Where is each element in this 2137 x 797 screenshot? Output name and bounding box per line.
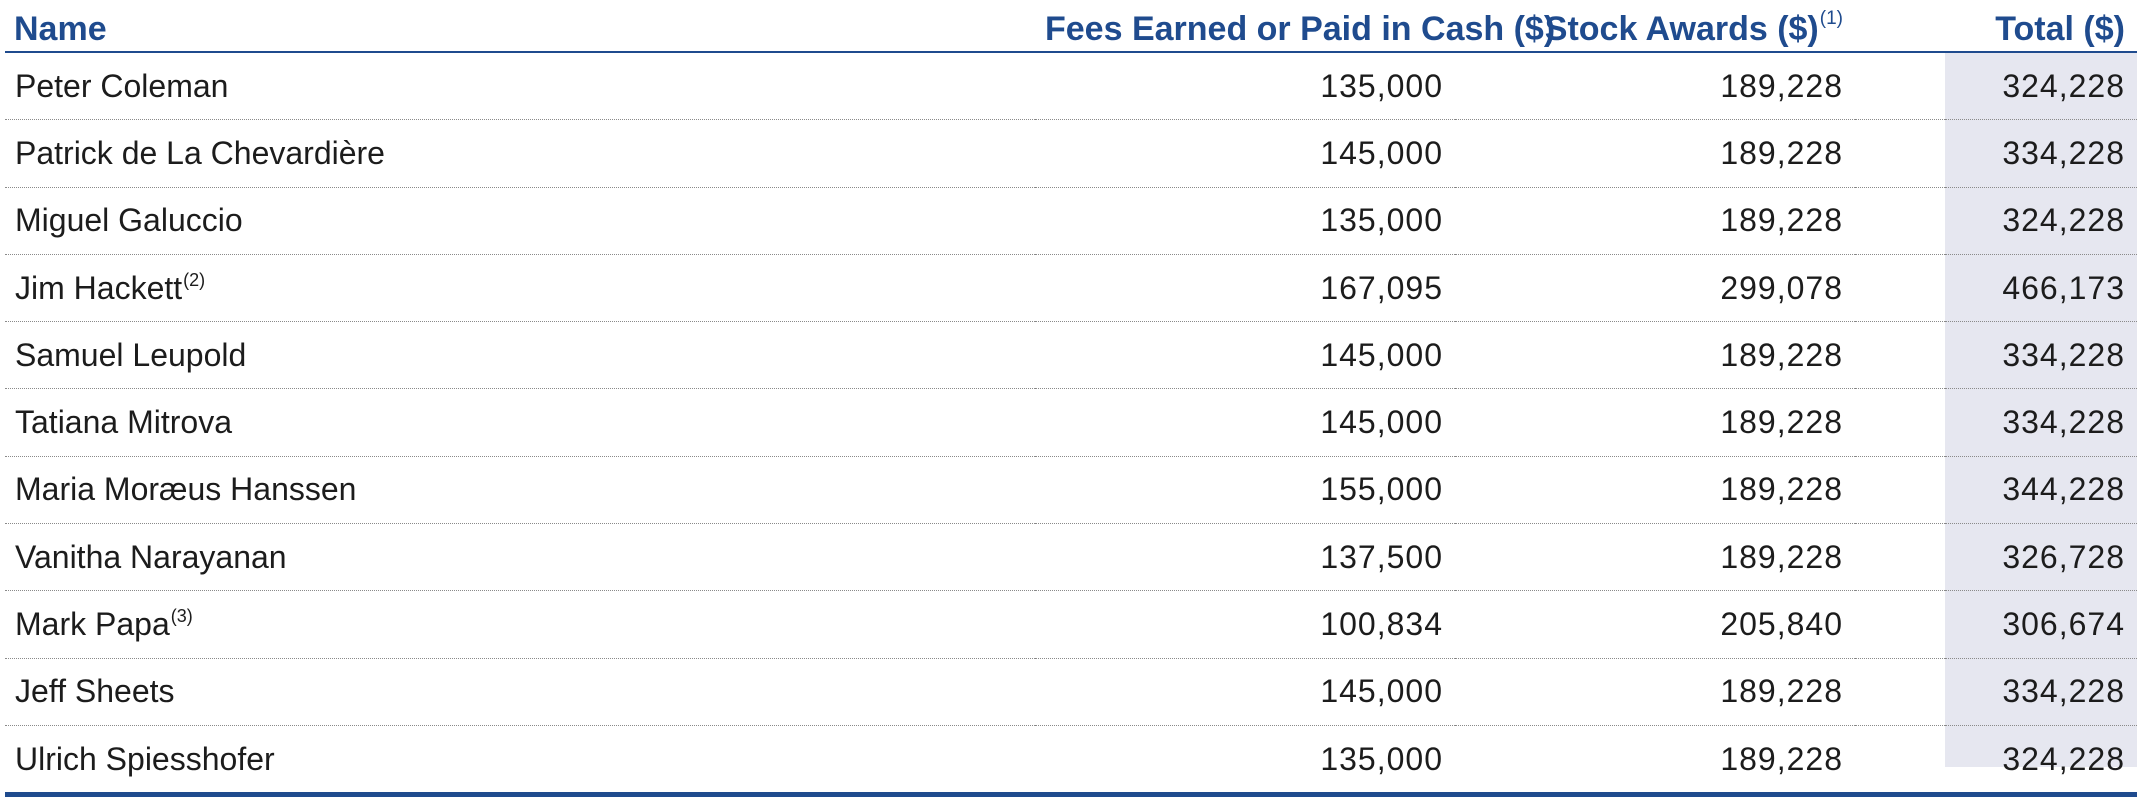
- stock-awards-cell: 189,228: [1455, 187, 1855, 255]
- header-fees-label: Fees Earned or Paid in Cash ($): [1045, 10, 1556, 48]
- director-name: Peter Coleman: [15, 67, 229, 104]
- total-cell: 334,228: [1945, 658, 2137, 726]
- gap-cell: [1855, 321, 1945, 390]
- total-cell: 334,228: [1945, 119, 2137, 188]
- director-name-cell: Tatiana Mitrova: [5, 388, 1035, 457]
- director-name: Mark Papa: [15, 606, 170, 643]
- header-stock-label: Stock Awards ($): [1544, 10, 1819, 48]
- stock-awards-cell: 189,228: [1455, 388, 1855, 457]
- stock-awards-cell: 205,840: [1455, 590, 1855, 659]
- header-total: Total ($): [1945, 0, 2137, 53]
- director-name-cell: Jeff Sheets: [5, 658, 1035, 726]
- table-row: Samuel Leupold 145,000 189,228 334,228: [5, 321, 2137, 390]
- header-fees: Fees Earned or Paid in Cash ($): [1035, 0, 1555, 53]
- stock-awards-cell: 189,228: [1455, 725, 1855, 797]
- director-name: Ulrich Spiesshofer: [15, 740, 275, 777]
- fees-cell: 137,500: [1035, 523, 1455, 592]
- fees-cell: 135,000: [1035, 187, 1455, 255]
- director-name: Samuel Leupold: [15, 336, 247, 373]
- director-name-cell: Miguel Galuccio: [5, 187, 1035, 255]
- total-cell: 324,228: [1945, 52, 2137, 121]
- total-cell: 344,228: [1945, 456, 2137, 525]
- gap-cell: [1855, 388, 1945, 457]
- gap-cell: [1855, 523, 1945, 592]
- table-row: Miguel Galuccio 135,000 189,228 324,228: [5, 187, 2137, 255]
- total-cell: 324,228: [1945, 725, 2137, 797]
- gap-cell: [1855, 254, 1945, 323]
- fees-cell: 145,000: [1035, 658, 1455, 726]
- fees-cell: 167,095: [1035, 254, 1455, 323]
- stock-awards-cell: 189,228: [1455, 523, 1855, 592]
- gap-cell: [1855, 725, 1945, 797]
- director-name-cell: Ulrich Spiesshofer: [5, 725, 1035, 797]
- table-row: Jim Hackett(2) 167,095 299,078 466,173: [5, 254, 2137, 323]
- director-name: Vanitha Narayanan: [15, 538, 287, 575]
- table-row: Ulrich Spiesshofer 135,000 189,228 324,228: [5, 725, 2137, 797]
- director-name-cell: Patrick de La Chevardière: [5, 119, 1035, 188]
- total-cell: 466,173: [1945, 254, 2137, 323]
- table-row: Vanitha Narayanan 137,500 189,228 326,728: [5, 523, 2137, 592]
- table-header: Name Fees Earned or Paid in Cash ($) Sto…: [5, 0, 2137, 53]
- fees-cell: 155,000: [1035, 456, 1455, 525]
- header-gap: [1855, 0, 1945, 53]
- table-row: Jeff Sheets 145,000 189,228 334,228: [5, 658, 2137, 726]
- stock-awards-cell: 189,228: [1455, 119, 1855, 188]
- table-row: Maria Moræus Hanssen 155,000 189,228 344,22…: [5, 456, 2137, 525]
- director-name: Maria Moræus Hanssen: [15, 471, 357, 508]
- table-row: Patrick de La Chevardière 145,000 189,228 3…: [5, 119, 2137, 188]
- header-stock-footnote: (1): [1819, 8, 1843, 29]
- table-body: Peter Coleman 135,000 189,228 324,228 Patric…: [5, 52, 2137, 797]
- total-cell: 324,228: [1945, 187, 2137, 255]
- gap-cell: [1855, 658, 1945, 726]
- header-stock: Stock Awards ($)(1): [1455, 0, 1855, 53]
- fees-cell: 100,834: [1035, 590, 1455, 659]
- gap-cell: [1855, 119, 1945, 188]
- gap-cell: [1855, 187, 1945, 255]
- director-name-cell: Peter Coleman: [5, 52, 1035, 121]
- director-name: Patrick de La Chevardière: [15, 134, 385, 171]
- director-name-cell: Jim Hackett(2): [5, 254, 1035, 323]
- director-name: Tatiana Mitrova: [15, 404, 232, 441]
- director-compensation-table: Name Fees Earned or Paid in Cash ($) Sto…: [5, 0, 2137, 797]
- fees-cell: 135,000: [1035, 52, 1455, 121]
- header-total-label: Total ($): [1995, 10, 2125, 48]
- fees-cell: 145,000: [1035, 388, 1455, 457]
- fees-cell: 145,000: [1035, 119, 1455, 188]
- stock-awards-cell: 299,078: [1455, 254, 1855, 323]
- director-footnote: (2): [183, 269, 206, 290]
- gap-cell: [1855, 456, 1945, 525]
- stock-awards-cell: 189,228: [1455, 658, 1855, 726]
- director-name-cell: Mark Papa(3): [5, 590, 1035, 659]
- stock-awards-cell: 189,228: [1455, 52, 1855, 121]
- total-cell: 326,728: [1945, 523, 2137, 592]
- total-cell: 306,674: [1945, 590, 2137, 659]
- header-name-label: Name: [14, 10, 107, 48]
- director-name: Jim Hackett: [15, 269, 183, 306]
- director-name-cell: Vanitha Narayanan: [5, 523, 1035, 592]
- header-name: Name: [5, 0, 1035, 53]
- table-row: Mark Papa(3) 100,834 205,840 306,674: [5, 590, 2137, 659]
- compensation-table-container: Name Fees Earned or Paid in Cash ($) Sto…: [5, 0, 2137, 797]
- fees-cell: 135,000: [1035, 725, 1455, 797]
- total-cell: 334,228: [1945, 388, 2137, 457]
- gap-cell: [1855, 52, 1945, 121]
- director-name-cell: Maria Moræus Hanssen: [5, 456, 1035, 525]
- table-row: Peter Coleman 135,000 189,228 324,228: [5, 52, 2137, 121]
- table-row: Tatiana Mitrova 145,000 189,228 334,228: [5, 388, 2137, 457]
- header-row: Name Fees Earned or Paid in Cash ($) Sto…: [5, 0, 2137, 53]
- gap-cell: [1855, 590, 1945, 659]
- director-footnote: (3): [170, 606, 193, 627]
- stock-awards-cell: 189,228: [1455, 321, 1855, 390]
- director-name-cell: Samuel Leupold: [5, 321, 1035, 390]
- director-name: Miguel Galuccio: [15, 202, 243, 239]
- director-name: Jeff Sheets: [15, 673, 175, 710]
- stock-awards-cell: 189,228: [1455, 456, 1855, 525]
- fees-cell: 145,000: [1035, 321, 1455, 390]
- total-cell: 334,228: [1945, 321, 2137, 390]
